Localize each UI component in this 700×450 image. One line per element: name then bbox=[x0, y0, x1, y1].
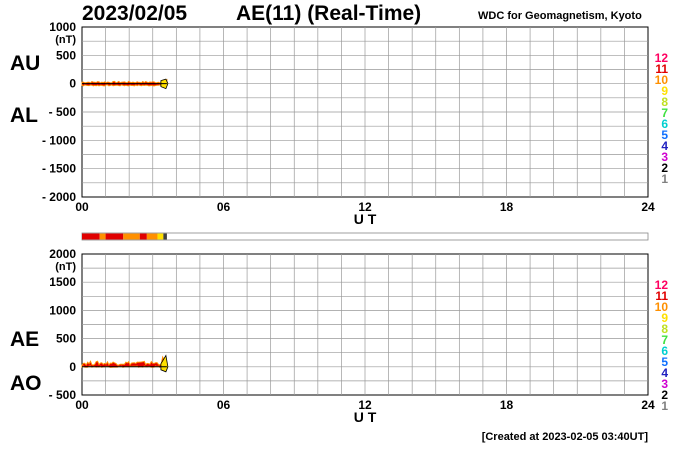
series-label-al: AL bbox=[10, 104, 38, 127]
activity-bar-segment bbox=[99, 233, 106, 240]
y-tick-label: 0 bbox=[69, 360, 76, 374]
level-legend-label: 10 bbox=[655, 300, 669, 314]
level-legend-label: 10 bbox=[655, 73, 669, 87]
series-label-ae: AE bbox=[10, 328, 39, 351]
level-legend-label: 4 bbox=[661, 139, 668, 153]
x-tick-label: 18 bbox=[500, 398, 514, 412]
level-legend-label: 7 bbox=[661, 333, 668, 347]
level-legend-label: 12 bbox=[655, 278, 669, 292]
x-tick-label: 12 bbox=[358, 398, 372, 412]
x-tick-label: 00 bbox=[75, 398, 89, 412]
x-tick-label: 06 bbox=[217, 398, 231, 412]
data-trace-band bbox=[81, 78, 168, 87]
y-tick-label: - 2000 bbox=[42, 190, 76, 204]
activity-bar-segment bbox=[82, 233, 100, 240]
y-tick-label: - 1000 bbox=[42, 133, 76, 147]
activity-bar-segment bbox=[157, 233, 164, 240]
data-trace-tip bbox=[160, 354, 169, 373]
level-legend-label: 4 bbox=[661, 366, 668, 380]
y-unit-label: (nT) bbox=[55, 34, 76, 46]
activity-bar-segment bbox=[139, 233, 147, 240]
activity-bar-segment bbox=[163, 233, 167, 240]
level-legend-label: 9 bbox=[661, 84, 668, 98]
y-tick-label: 1500 bbox=[49, 275, 76, 289]
y-tick-label: - 500 bbox=[49, 105, 77, 119]
level-legend-label: 5 bbox=[661, 355, 668, 369]
level-legend-label: 8 bbox=[661, 322, 668, 336]
level-legend-label: 11 bbox=[655, 289, 668, 303]
y-tick-label: 500 bbox=[56, 332, 76, 346]
level-legend-label: 11 bbox=[655, 62, 668, 76]
data-trace-band bbox=[81, 355, 168, 368]
activity-bar-segment bbox=[105, 233, 124, 240]
x-tick-label: 24 bbox=[641, 200, 655, 214]
series-label-ao: AO bbox=[10, 372, 42, 395]
date-title: 2023/02/05 bbox=[82, 2, 188, 25]
level-legend-label: 3 bbox=[661, 150, 668, 164]
level-legend-label: 7 bbox=[661, 106, 668, 120]
y-tick-label: 1000 bbox=[49, 20, 76, 34]
y-tick-label: 1000 bbox=[49, 303, 76, 317]
activity-bar-segment bbox=[146, 233, 158, 240]
y-unit-label: (nT) bbox=[55, 261, 76, 273]
created-timestamp: [Created at 2023-02-05 03:40UT] bbox=[481, 431, 648, 443]
level-legend-label: 2 bbox=[661, 388, 668, 402]
x-tick-label: 18 bbox=[500, 200, 514, 214]
y-tick-label: 0 bbox=[69, 77, 76, 91]
level-legend-label: 3 bbox=[661, 377, 668, 391]
y-tick-label: 500 bbox=[56, 48, 76, 62]
level-legend-label: 9 bbox=[661, 311, 668, 325]
x-tick-label: 06 bbox=[217, 200, 231, 214]
level-legend-label: 1 bbox=[661, 399, 668, 413]
x-tick-label: 24 bbox=[641, 398, 655, 412]
source-label: WDC for Geomagnetism, Kyoto bbox=[478, 10, 642, 22]
x-tick-label: 00 bbox=[75, 200, 89, 214]
activity-bar-segment bbox=[123, 233, 140, 240]
level-legend-label: 5 bbox=[661, 128, 668, 142]
chart-title: AE(11) (Real-Time) bbox=[236, 2, 422, 25]
y-tick-label: - 1500 bbox=[42, 162, 76, 176]
level-legend-label: 8 bbox=[661, 95, 668, 109]
level-legend-label: 1 bbox=[661, 172, 668, 186]
level-legend-label: 2 bbox=[661, 161, 668, 175]
x-axis-label: U T bbox=[354, 211, 377, 227]
series-label-au: AU bbox=[10, 52, 40, 75]
x-tick-label: 12 bbox=[358, 200, 372, 214]
y-tick-label: 2000 bbox=[49, 247, 76, 261]
level-legend-label: 6 bbox=[661, 344, 668, 358]
x-axis-label: U T bbox=[354, 409, 377, 425]
level-legend-label: 6 bbox=[661, 117, 668, 131]
level-legend-label: 12 bbox=[655, 51, 669, 65]
y-tick-label: - 500 bbox=[49, 388, 77, 402]
